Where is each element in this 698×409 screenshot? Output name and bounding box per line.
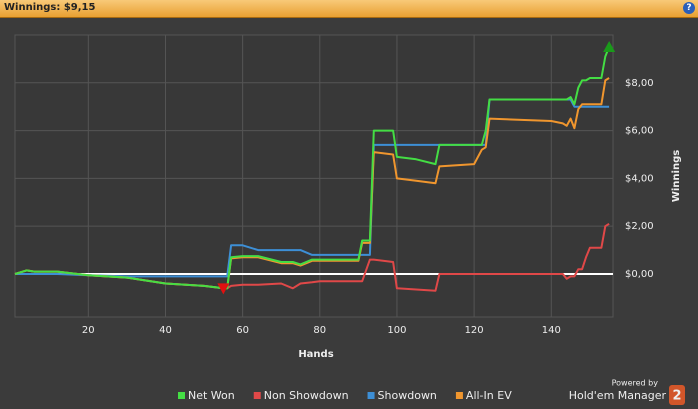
x-tick-label: 120 <box>465 325 484 336</box>
y-tick-label: $0,00 <box>625 269 654 280</box>
plot-area <box>14 34 614 318</box>
legend-label: Net Won <box>188 389 235 402</box>
x-tick-label: 40 <box>159 325 172 336</box>
x-tick-label: 60 <box>236 325 249 336</box>
brand-name: Hold'em Manager <box>569 389 667 402</box>
brand-version: 2 <box>672 389 681 404</box>
x-axis-label: Hands <box>298 349 333 360</box>
y-tick-label: $6,00 <box>625 126 654 137</box>
legend-swatch <box>455 392 463 399</box>
legend-label: Showdown <box>378 389 437 402</box>
legend-swatch <box>178 392 185 399</box>
max-marker <box>603 40 616 52</box>
x-tick-label: 20 <box>82 325 95 336</box>
min-marker <box>217 283 230 295</box>
y-tick-label: $2,00 <box>625 221 654 232</box>
legend-swatch <box>253 392 261 399</box>
title-bar: Winnings: $9,15 ? <box>0 0 698 18</box>
y-tick-label: $8,00 <box>625 78 654 89</box>
help-button[interactable]: ? <box>683 2 695 14</box>
y-tick-label: $4,00 <box>625 173 654 184</box>
legend-label: Non Showdown <box>264 389 349 402</box>
legend-swatch <box>367 392 375 399</box>
legend-label: All-In EV <box>466 389 512 402</box>
title: Winnings: $9,15 <box>4 2 96 13</box>
x-tick-label: 80 <box>313 325 326 336</box>
brand-logo <box>669 385 685 405</box>
x-tick-label: 140 <box>542 325 561 336</box>
series-line <box>14 46 611 290</box>
x-tick-label: 100 <box>387 325 406 336</box>
powered-by: Powered by <box>612 379 659 388</box>
y-axis-label: Winnings <box>671 150 682 202</box>
